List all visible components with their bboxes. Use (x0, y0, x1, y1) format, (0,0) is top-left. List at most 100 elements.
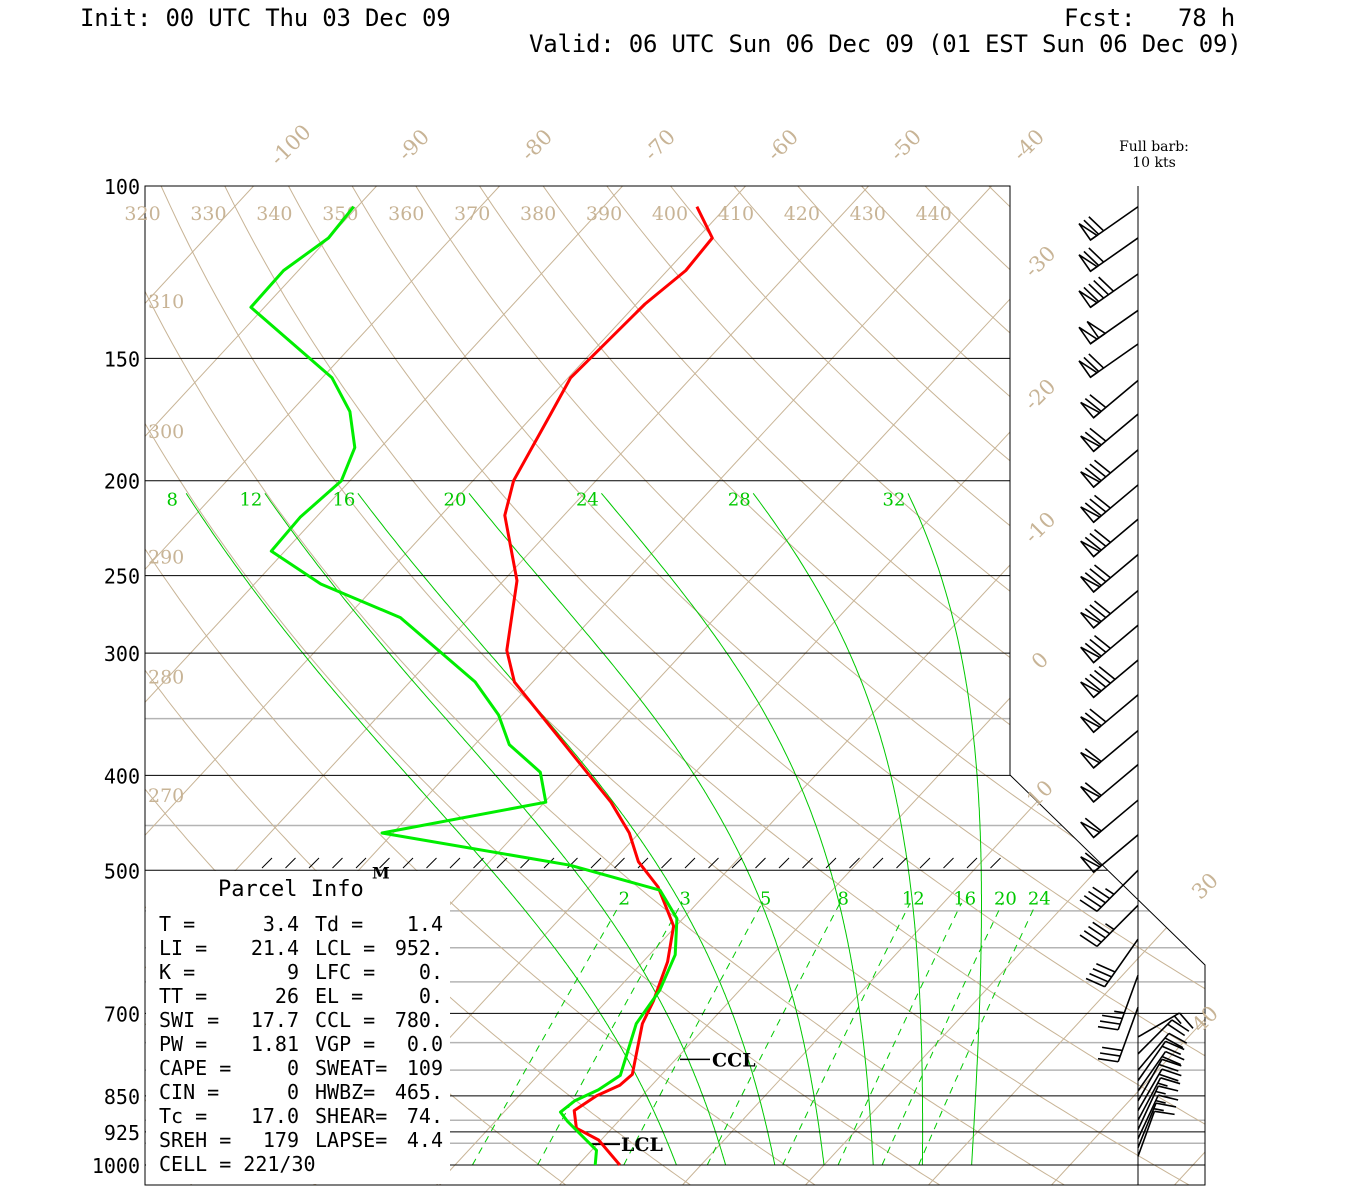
dry-adiabat-label: 290 (148, 546, 184, 568)
isotherm--10 (436, 186, 1205, 1185)
dry-adiabat-320 (151, 186, 1198, 1185)
wind-barb-staff (1137, 1077, 1162, 1121)
hatch-mark (849, 857, 860, 869)
wind-barb-full (1089, 532, 1107, 547)
wind-barb-staff (1137, 1068, 1163, 1112)
wind-barb (1078, 206, 1139, 242)
wind-barb-full (1083, 286, 1100, 303)
wind-barb (1137, 1019, 1190, 1055)
wind-barb-full (1084, 536, 1102, 551)
hatch-mark (731, 857, 743, 869)
wind-barb-full (1096, 963, 1116, 973)
isotherm-label: -10 (1020, 507, 1061, 548)
wind-barb-half (1105, 923, 1115, 931)
wind-barb-flag (1080, 540, 1102, 558)
hatch-mark (614, 857, 625, 869)
wind-barb-half (1105, 888, 1115, 895)
parcel-label-right: CCL = (315, 1008, 375, 1032)
wind-barb-full (1160, 1077, 1181, 1085)
wind-barb-staff (1117, 974, 1139, 1031)
parcel-label-left: T = (159, 912, 195, 936)
wind-barb-full (1088, 925, 1106, 939)
dry-adiabat-400 (653, 186, 1205, 1185)
pressure-label: 500 (104, 859, 140, 883)
wind-barb-full (1079, 899, 1098, 912)
parcel-label-right: LCL = (315, 936, 375, 960)
wind-barb-flag (1078, 360, 1099, 379)
plot-frame (144, 185, 1206, 1186)
isotherm-label: -80 (516, 125, 557, 166)
wind-barb-full (1084, 852, 1102, 867)
temperature-line (503, 206, 714, 1166)
wind-barb-staff (1104, 938, 1139, 988)
wind-barb-full (1165, 1040, 1185, 1051)
hatch-mark (966, 857, 978, 869)
wind-barb (1080, 659, 1139, 699)
hatch-mark (332, 857, 343, 869)
dry-adiabat-450 (966, 186, 1205, 1185)
dry-adiabat-label: 370 (454, 203, 490, 225)
dry-adiabat-label: 430 (850, 203, 886, 225)
wind-barb-half (1155, 1099, 1166, 1104)
dry-adiabat-430 (841, 186, 1205, 1185)
isotherm-20 (805, 186, 1205, 1185)
parcel-value-right: 465. (395, 1080, 443, 1104)
wind-barb (1080, 694, 1139, 734)
dewpoint-line (249, 205, 679, 1166)
wind-barb-full (1089, 638, 1107, 653)
wind-barb-staff (1137, 1085, 1160, 1130)
wind-barb-full (1165, 1050, 1185, 1061)
wind-barb-full (1084, 467, 1102, 482)
wind-barb-flag (1080, 821, 1102, 839)
wind-barb-full (1089, 498, 1107, 513)
wind-barb-full (1084, 748, 1102, 763)
moist-adiabat-12 (264, 493, 727, 1166)
wind-barb-full (1161, 1045, 1182, 1056)
wind-barb-full (1092, 886, 1111, 900)
wind-barb-staff (1137, 1102, 1157, 1148)
wind-barb (1137, 1110, 1175, 1157)
lcl-label: LCL (621, 1134, 663, 1156)
isotherm-label: -50 (885, 125, 926, 166)
dry-adiabat-label: 420 (784, 203, 820, 225)
dry-adiabat-label: 410 (718, 203, 754, 225)
wind-barb-full (1079, 934, 1098, 948)
wind-barb-full (1161, 1055, 1182, 1066)
hatch-mark (449, 857, 461, 869)
wind-barb-flag (1080, 856, 1102, 874)
moist-adiabat-label: 16 (332, 489, 355, 510)
parcel-value-left: 1.81 (251, 1032, 299, 1056)
dry-adiabat-290 (145, 186, 823, 1185)
wind-barb-flag (1078, 326, 1099, 345)
parcel-label-right: LFC = (315, 960, 375, 984)
dry-adiabat-label: 330 (190, 203, 226, 225)
wind-barb-full (1084, 642, 1102, 657)
parcel-label-right: LAPSE= (315, 1128, 387, 1152)
parcel-label-left: TT = (159, 984, 207, 1008)
isotherm-label: 0 (1027, 647, 1053, 673)
wind-barb-staff (1137, 1111, 1156, 1157)
barb-legend-line2: 10 kts (1132, 155, 1176, 171)
parcel-label-right: Td = (315, 912, 363, 936)
hatch-mark (379, 857, 390, 869)
wind-barb-full (1164, 1037, 1184, 1049)
wind-barb (1085, 938, 1139, 988)
wind-barb-full (1084, 817, 1102, 832)
hatch-mark (896, 857, 907, 869)
wind-barb-full (1089, 463, 1107, 478)
wind-barb (1097, 974, 1139, 1031)
dry-adiabat-label: 300 (148, 421, 184, 443)
wind-barb-full (1089, 394, 1107, 409)
parcel-value-left: 0 (287, 1080, 299, 1104)
pressure-label: 400 (104, 764, 140, 788)
wind-barb-full (1171, 1019, 1190, 1032)
wind-barb-full (1084, 397, 1102, 412)
wind-barb-half (1114, 1010, 1125, 1014)
wind-barb-staff (1096, 904, 1139, 947)
mixing-ratio-line-2 (471, 902, 622, 1166)
hatch-mark (943, 857, 954, 869)
wind-barb-full (1089, 673, 1107, 688)
parcel-label-left: SWI = (159, 1008, 219, 1032)
dry-adiabat-label: 380 (520, 203, 556, 225)
pressure-label: 250 (104, 565, 140, 589)
